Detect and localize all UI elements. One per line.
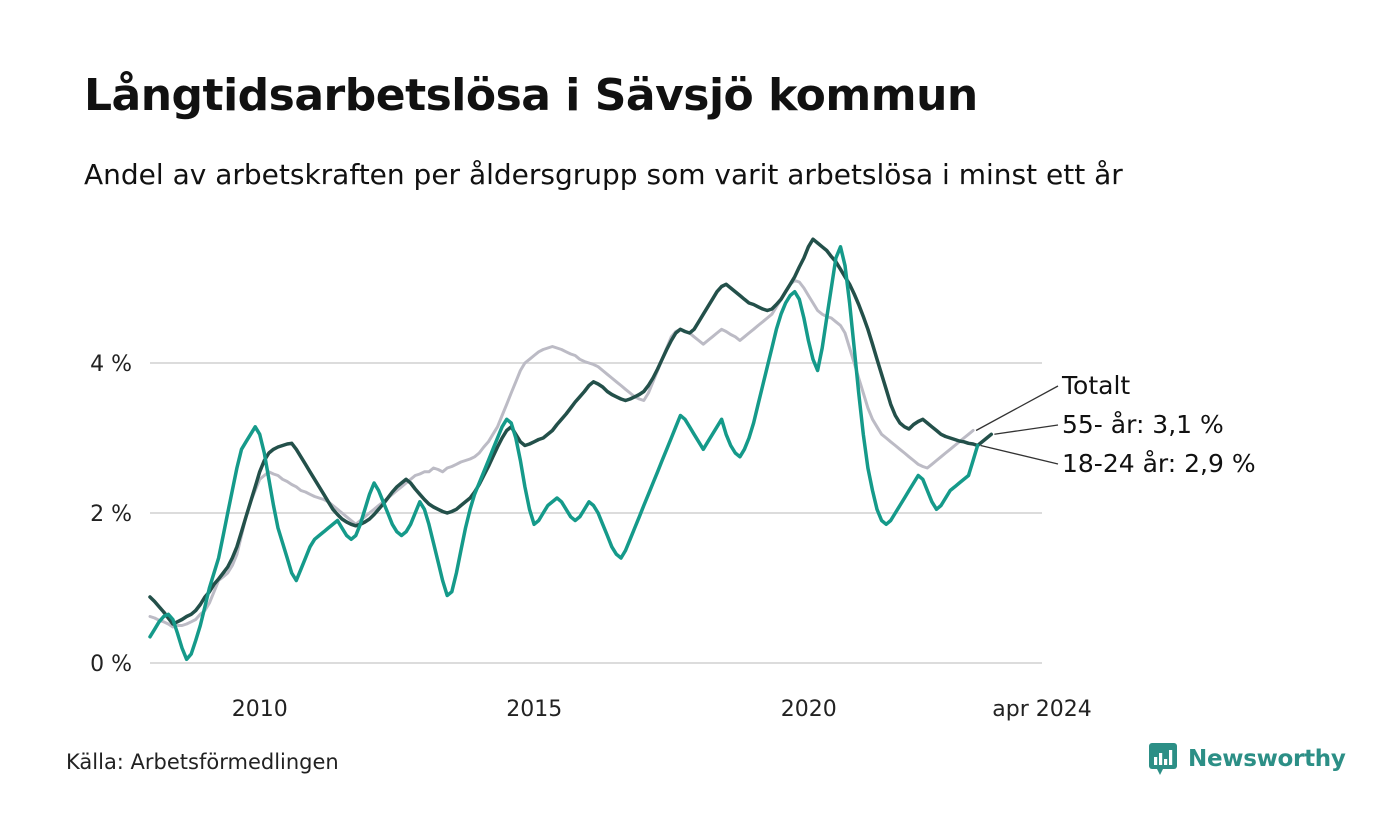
- line-chart: 0 % 2 % 4 % 2010 2015 2020 apr 2024 Totalt 55- …: [90, 237, 1256, 722]
- label-leader-age18_24: [980, 444, 1059, 465]
- newsworthy-logo-icon: [1149, 743, 1177, 775]
- x-tick-label: 2020: [781, 697, 837, 722]
- grid-layer: [150, 362, 1042, 664]
- series-line-age55: [148, 237, 994, 626]
- source-note: Källa: Arbetsförmedlingen: [66, 750, 339, 774]
- axis-layer: 0 % 2 % 4 % 2010 2015 2020 apr 2024: [90, 352, 1092, 722]
- y-tick-label: 0 %: [90, 652, 132, 677]
- series-label-age18_24: 18-24 år: 2,9 %: [1062, 449, 1256, 478]
- label-leader-totalt: [975, 385, 1059, 432]
- x-tick-label: apr 2024: [992, 697, 1091, 722]
- series-layer: [148, 237, 994, 662]
- label-layer: Totalt 55- år: 3,1 % 18-24 år: 2,9 %: [975, 371, 1256, 478]
- chart-subtitle: Andel av arbetskraften per åldersgrupp s…: [84, 158, 1123, 191]
- brand-name: Newsworthy: [1188, 746, 1346, 772]
- series-line-totalt: [148, 279, 975, 629]
- y-tick-label: 4 %: [90, 352, 132, 377]
- y-tick-label: 2 %: [90, 502, 132, 527]
- series-label-age55: 55- år: 3,1 %: [1062, 410, 1224, 439]
- series-line-age18_24: [148, 245, 980, 662]
- x-tick-label: 2010: [232, 697, 288, 722]
- label-leader-age55: [994, 424, 1059, 435]
- chart-title: Långtidsarbetslösa i Sävsjö kommun: [84, 70, 978, 121]
- brand-logo: Newsworthy: [1148, 742, 1346, 776]
- series-label-totalt: Totalt: [1061, 371, 1130, 400]
- x-tick-label: 2015: [506, 697, 562, 722]
